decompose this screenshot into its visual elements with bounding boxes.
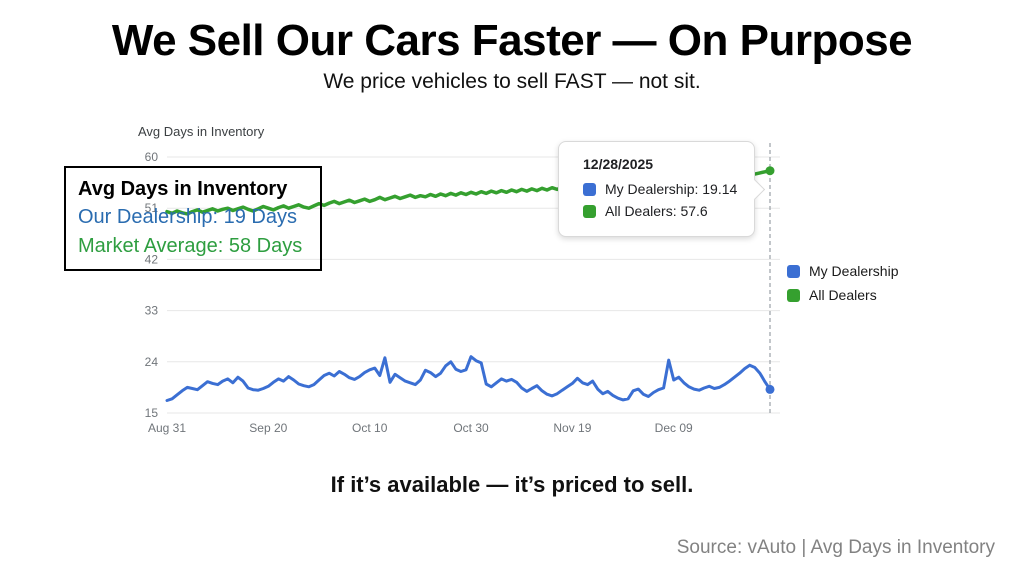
x-tick-labels: Aug 31 Sep 20 Oct 10 Oct 30 Nov 19 Dec 09 xyxy=(148,421,693,435)
tooltip-row-all-dealers: All Dealers: 57.6 xyxy=(583,203,754,219)
tooltip-all-dealers-value: All Dealers: 57.6 xyxy=(605,203,708,219)
chart-legend: My Dealership All Dealers xyxy=(787,263,898,311)
annotation-callout-box: Avg Days in Inventory Our Dealership: 19… xyxy=(64,166,322,271)
source-attribution: Source: vAuto | Avg Days in Inventory xyxy=(676,537,995,558)
y-tick-label: 24 xyxy=(145,355,159,369)
y-tick-label: 42 xyxy=(145,252,159,266)
my-dealership-endpoint-dot xyxy=(765,384,775,394)
annotation-title: Avg Days in Inventory xyxy=(78,178,288,200)
my-dealership-line xyxy=(165,355,772,402)
x-tick-label: Nov 19 xyxy=(553,421,591,435)
y-tick-label: 15 xyxy=(145,406,159,420)
all-dealers-endpoint-dot xyxy=(765,166,775,176)
y-tick-label: 60 xyxy=(145,150,159,164)
legend-all-dealers-swatch-icon xyxy=(787,288,800,302)
legend-item-all-dealers[interactable]: All Dealers xyxy=(787,287,898,303)
gridlines-and-yticks: 15 24 33 42 51 60 xyxy=(145,150,780,420)
page-subtitle: We price vehicles to sell FAST — not sit… xyxy=(323,70,701,93)
y-tick-label: 33 xyxy=(145,304,159,318)
annotation-our-dealership: Our Dealership: 19 Days xyxy=(78,206,297,228)
bottom-tagline: If it’s available — it’s priced to sell. xyxy=(330,472,694,497)
tooltip-row-my-dealership: My Dealership: 19.14 xyxy=(583,181,754,197)
x-tick-label: Oct 30 xyxy=(453,421,489,435)
tooltip-date: 12/28/2025 xyxy=(583,156,654,172)
x-tick-label: Dec 09 xyxy=(655,421,693,435)
x-tick-label: Oct 10 xyxy=(352,421,388,435)
my-dealership-swatch-icon xyxy=(583,182,596,196)
annotation-market-average: Market Average: 58 Days xyxy=(78,235,303,257)
legend-item-my-dealership[interactable]: My Dealership xyxy=(787,263,898,279)
legend-all-dealers-label: All Dealers xyxy=(809,287,877,303)
legend-my-dealership-swatch-icon xyxy=(787,264,800,278)
tooltip-my-dealership-value: My Dealership: 19.14 xyxy=(605,181,738,197)
chart-tooltip: 12/28/2025 My Dealership: 19.14 All Deal… xyxy=(558,141,766,237)
all-dealers-swatch-icon xyxy=(583,204,596,218)
y-tick-label: 51 xyxy=(145,201,159,215)
legend-my-dealership-label: My Dealership xyxy=(809,263,899,279)
chart-axis-title: Avg Days in Inventory xyxy=(138,124,265,139)
x-tick-label: Sep 20 xyxy=(249,421,287,435)
x-tick-label: Aug 31 xyxy=(148,421,186,435)
page-title: We Sell Our Cars Faster — On Purpose xyxy=(111,16,913,65)
